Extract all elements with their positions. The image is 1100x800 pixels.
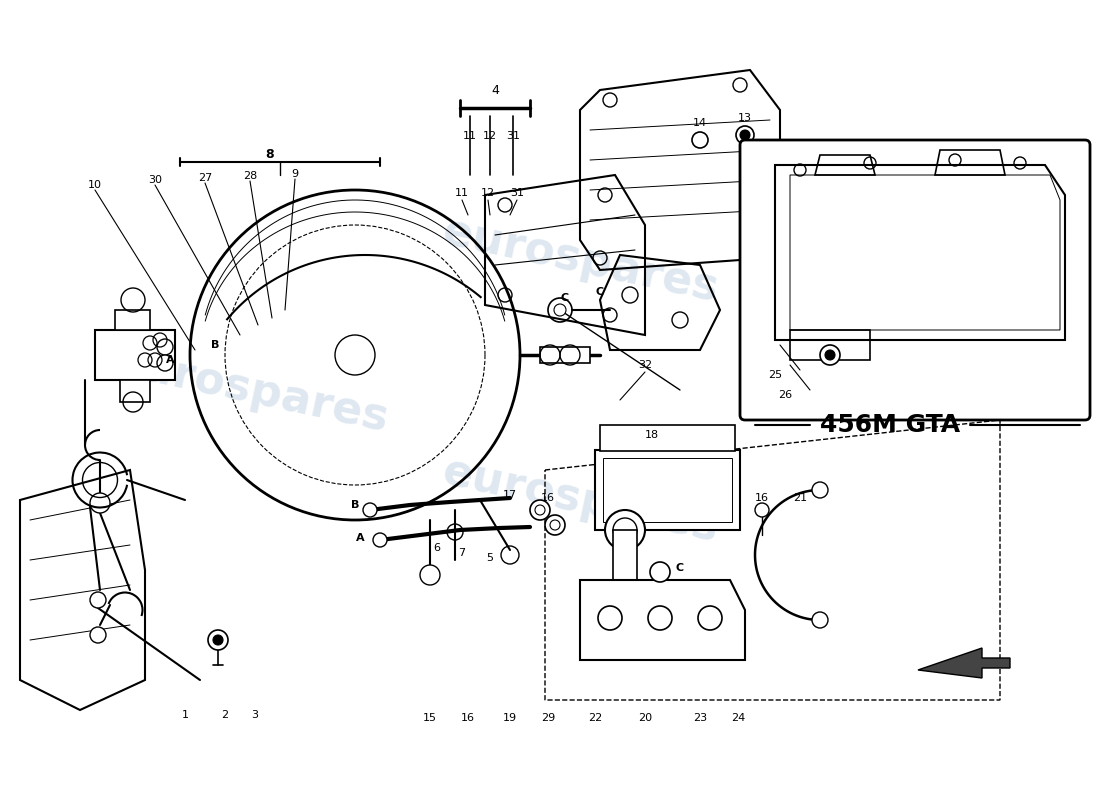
Text: eurospares: eurospares bbox=[108, 340, 392, 440]
Bar bbox=[95, 330, 175, 380]
Bar bbox=[595, 450, 740, 530]
Bar bbox=[540, 347, 590, 363]
Bar bbox=[120, 380, 150, 402]
Text: 7: 7 bbox=[459, 548, 465, 558]
Text: 32: 32 bbox=[638, 360, 652, 370]
Text: 2: 2 bbox=[221, 710, 229, 720]
Circle shape bbox=[554, 304, 566, 316]
Text: 26: 26 bbox=[778, 390, 792, 400]
Polygon shape bbox=[918, 648, 1010, 678]
Text: 31: 31 bbox=[506, 131, 520, 141]
Text: 16: 16 bbox=[461, 713, 475, 723]
Text: C: C bbox=[675, 563, 684, 573]
Text: 20: 20 bbox=[638, 713, 652, 723]
Circle shape bbox=[363, 503, 377, 517]
Text: 19: 19 bbox=[503, 713, 517, 723]
Text: 1: 1 bbox=[182, 710, 188, 720]
Text: eurospares: eurospares bbox=[438, 210, 722, 310]
Text: 12: 12 bbox=[481, 188, 495, 198]
Text: 15: 15 bbox=[424, 713, 437, 723]
Text: 31: 31 bbox=[510, 188, 524, 198]
Circle shape bbox=[420, 565, 440, 585]
Text: A: A bbox=[166, 355, 174, 365]
Text: 9: 9 bbox=[292, 169, 298, 179]
Text: 12: 12 bbox=[483, 131, 497, 141]
Text: C: C bbox=[561, 293, 569, 303]
Text: 22: 22 bbox=[587, 713, 602, 723]
Text: 18: 18 bbox=[645, 430, 659, 440]
Circle shape bbox=[755, 503, 769, 517]
Circle shape bbox=[692, 132, 708, 148]
Text: 3: 3 bbox=[252, 710, 258, 720]
Circle shape bbox=[213, 635, 223, 645]
Text: 24: 24 bbox=[730, 713, 745, 723]
Text: C: C bbox=[596, 287, 604, 297]
Text: 10: 10 bbox=[88, 180, 102, 190]
FancyBboxPatch shape bbox=[740, 140, 1090, 420]
Bar bbox=[613, 530, 637, 580]
Circle shape bbox=[740, 130, 750, 140]
Circle shape bbox=[736, 126, 754, 144]
Circle shape bbox=[336, 335, 375, 375]
Text: 8: 8 bbox=[266, 149, 274, 162]
Circle shape bbox=[650, 562, 670, 582]
Text: 13: 13 bbox=[738, 113, 752, 123]
Circle shape bbox=[812, 482, 828, 498]
Circle shape bbox=[820, 345, 840, 365]
Text: B: B bbox=[211, 340, 219, 350]
Circle shape bbox=[530, 500, 550, 520]
Circle shape bbox=[90, 592, 106, 608]
Circle shape bbox=[90, 627, 106, 643]
Text: 17: 17 bbox=[503, 490, 517, 500]
Circle shape bbox=[373, 533, 387, 547]
Circle shape bbox=[825, 350, 835, 360]
Text: B: B bbox=[351, 500, 360, 510]
Text: 456M GTA: 456M GTA bbox=[820, 413, 960, 437]
Text: 21: 21 bbox=[793, 493, 807, 503]
Bar bbox=[116, 310, 150, 330]
Text: 16: 16 bbox=[541, 493, 556, 503]
Circle shape bbox=[157, 339, 173, 355]
Text: 4: 4 bbox=[491, 83, 499, 97]
Circle shape bbox=[90, 493, 110, 513]
Circle shape bbox=[157, 355, 173, 371]
Text: 6: 6 bbox=[433, 543, 440, 553]
Circle shape bbox=[544, 515, 565, 535]
Text: 25: 25 bbox=[768, 370, 782, 380]
Text: eurospares: eurospares bbox=[438, 450, 722, 550]
Circle shape bbox=[648, 606, 672, 630]
Bar bbox=[600, 425, 735, 451]
Text: 11: 11 bbox=[455, 188, 469, 198]
Circle shape bbox=[208, 630, 228, 650]
Text: 16: 16 bbox=[755, 493, 769, 503]
Text: 23: 23 bbox=[693, 713, 707, 723]
Text: 29: 29 bbox=[541, 713, 556, 723]
Circle shape bbox=[812, 612, 828, 628]
Bar bbox=[603, 458, 732, 522]
Text: 14: 14 bbox=[693, 118, 707, 128]
Text: A: A bbox=[355, 533, 364, 543]
Circle shape bbox=[598, 606, 622, 630]
Text: 5: 5 bbox=[486, 553, 494, 563]
Circle shape bbox=[698, 606, 722, 630]
Text: 28: 28 bbox=[243, 171, 257, 181]
Text: 11: 11 bbox=[463, 131, 477, 141]
Circle shape bbox=[605, 510, 645, 550]
Text: 30: 30 bbox=[148, 175, 162, 185]
Text: 27: 27 bbox=[198, 173, 212, 183]
